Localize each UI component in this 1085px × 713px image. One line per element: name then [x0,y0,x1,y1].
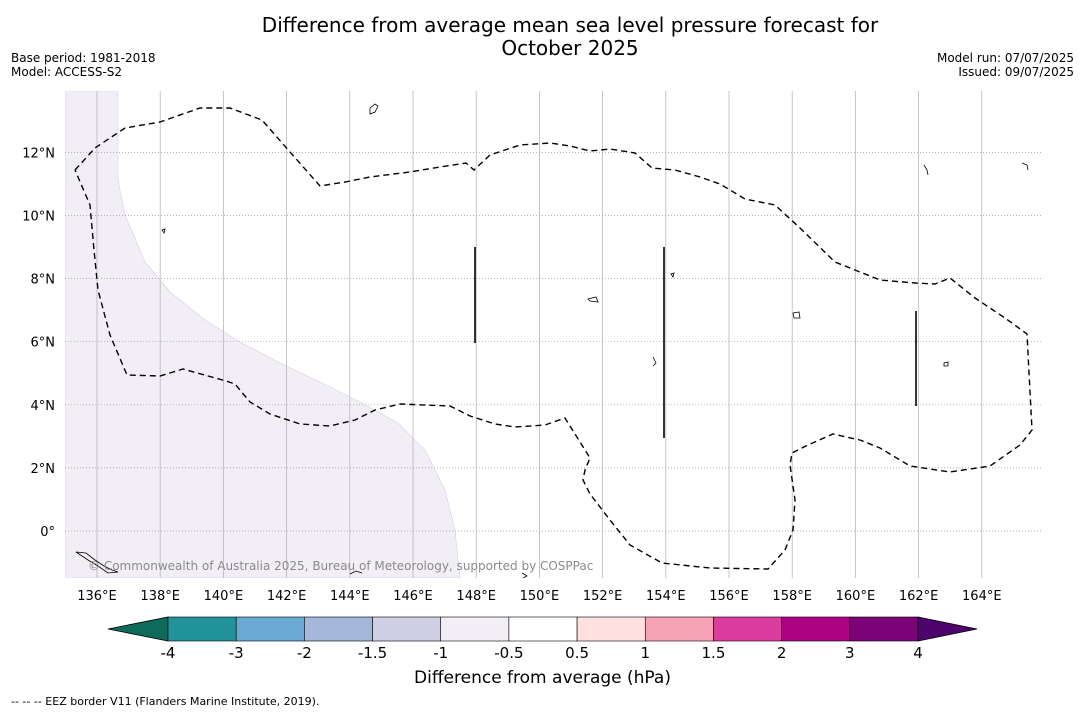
gridlines [65,91,1042,578]
lon-tick-label: 162°E [899,589,939,604]
colorbar-box [713,616,782,642]
lon-tick-label: 158°E [772,589,812,604]
colorbar-box [508,616,578,642]
lon-tick-label: 146°E [393,589,433,604]
colorbar-title: Difference from average (hPa) [414,668,671,688]
colorbar-tick-label: 0.5 [565,644,589,662]
lon-tick-label: 136°E [77,589,117,604]
meta-right: Model run: 07/07/2025 Issued: 09/07/2025 [937,51,1074,79]
colorbar-tick-label: 3 [845,644,855,662]
lon-tick-label: 140°E [204,589,244,604]
lon-tick-label: 150°E [520,589,560,604]
island-2 [161,228,166,234]
anomaly-region [65,91,461,578]
colorbar-box [644,616,714,642]
colorbar-box [849,616,919,642]
meta-left: Base period: 1981-2018 Model: ACCESS-S2 [11,51,156,79]
lon-tick-label: 152°E [583,589,623,604]
lon-tick-label: 160°E [836,589,876,604]
island-6 [670,272,675,278]
colorbar-tick-label: 1 [640,644,650,662]
latitude-labels: 12°N 10°N 8°N 6°N 4°N 2°N 0° [22,146,55,540]
lon-tick-label: 138°E [140,589,180,604]
lon-tick-label: 148°E [456,589,496,604]
colorbar-tick-label: -4 [161,644,176,662]
island-1 [369,103,379,115]
colorbar-extend-max [917,616,978,642]
colorbar-tick-label: -2 [297,644,312,662]
colorbar-tick-label: -1.5 [358,644,387,662]
map-title: Difference from average mean sea level p… [0,14,1085,60]
lon-tick-label: 156°E [709,589,749,604]
island-3 [587,296,599,303]
lon-tick-label: 142°E [267,589,307,604]
eez-border [74,107,1033,570]
colorbar-tick-labels: -4 -3 -2 -1.5 -1 -0.5 0.5 1 1.5 2 3 4 [161,644,923,662]
colorbar-tick-label: -3 [229,644,244,662]
lon-tick-label: 144°E [330,589,370,604]
colorbar-box [781,616,851,642]
colorbar-tick-label: 2 [777,644,787,662]
issued-date: Issued: 09/07/2025 [958,65,1074,79]
copyright-text: © Commonwealth of Australia 2025, Bureau… [88,559,593,573]
colorbar [107,616,978,642]
island-5 [943,361,949,367]
colorbar-box [167,616,237,642]
title-line-1: Difference from average mean sea level p… [261,13,879,37]
lat-tick-label: 12°N [22,146,55,161]
longitude-labels: 136°E 138°E 140°E 142°E 144°E 146°E 148°E 150°E… [77,589,1001,604]
island-11 [349,570,363,575]
lon-tick-label: 154°E [646,589,686,604]
base-period: Base period: 1981-2018 [11,51,156,65]
lat-tick-label: 4°N [31,399,56,414]
island-4 [792,311,801,319]
colorbar-box [235,616,305,642]
island-9 [1021,162,1029,171]
title-line-2: October 2025 [501,36,639,60]
islands [75,103,1029,578]
island-10 [923,164,929,176]
colorbar-box [304,616,373,642]
colorbar-box [372,616,442,642]
lat-tick-label: 0° [40,525,55,540]
colorbar-tick-label: 4 [913,644,923,662]
island-8 [75,551,119,574]
colorbar-box [576,616,646,642]
footnote: -- -- -- EEZ border V11 (Flanders Marine… [11,695,320,708]
map-plot-area: © Commonwealth of Australia 2025, Bureau… [22,91,1042,604]
colorbar-extend-min [107,616,169,642]
model-run: Model run: 07/07/2025 [936,51,1074,65]
lat-tick-label: 2°N [31,462,56,477]
island-12 [521,572,528,578]
lon-tick-label: 164°E [962,589,1002,604]
model-name: Model: ACCESS-S2 [11,65,123,79]
lat-tick-label: 8°N [31,273,56,288]
colorbar-tick-label: 1.5 [702,644,726,662]
colorbar-box [440,616,510,642]
colorbar-tick-label: -0.5 [494,644,523,662]
lat-tick-label: 10°N [22,210,55,225]
colorbar-tick-label: -1 [433,644,448,662]
lat-tick-label: 6°N [31,336,56,351]
island-7 [652,356,657,367]
